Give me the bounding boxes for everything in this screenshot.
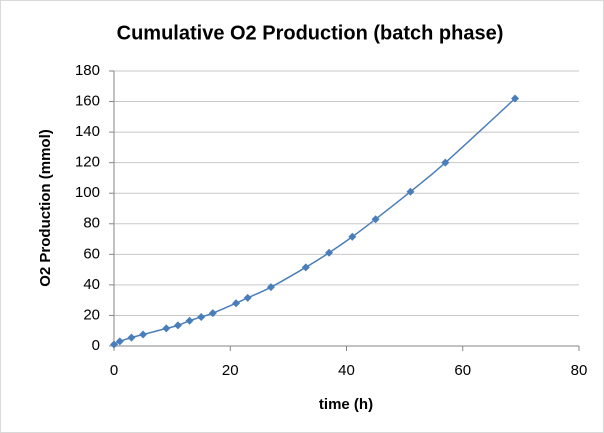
data-point bbox=[197, 312, 206, 321]
data-point bbox=[511, 94, 520, 103]
data-point bbox=[406, 187, 415, 196]
y-tick-label: 80 bbox=[83, 215, 100, 232]
data-point bbox=[127, 333, 136, 342]
data-point bbox=[325, 248, 334, 257]
x-tick-label: 20 bbox=[222, 362, 239, 379]
x-tick-label: 60 bbox=[454, 362, 471, 379]
data-point bbox=[162, 324, 171, 333]
data-point bbox=[266, 283, 275, 292]
data-point bbox=[173, 321, 182, 330]
data-point bbox=[139, 330, 148, 339]
data-point bbox=[110, 340, 118, 349]
data-point bbox=[301, 263, 310, 272]
data-point bbox=[115, 337, 124, 346]
data-point bbox=[243, 293, 252, 302]
y-tick-label: 60 bbox=[83, 245, 100, 262]
y-tick-label: 0 bbox=[92, 337, 100, 354]
y-axis-label: O2 Production (mmol) bbox=[37, 129, 54, 287]
x-axis-label: time (h) bbox=[319, 396, 373, 413]
data-point bbox=[348, 232, 357, 241]
chart-title: Cumulative O2 Production (batch phase) bbox=[117, 22, 504, 44]
y-tick-label: 40 bbox=[83, 276, 100, 293]
y-tick-label: 180 bbox=[75, 62, 100, 79]
y-tick-label: 140 bbox=[75, 123, 100, 140]
data-point bbox=[371, 215, 380, 224]
data-point bbox=[232, 299, 241, 308]
y-tick-label: 160 bbox=[75, 93, 100, 110]
data-point bbox=[208, 309, 217, 318]
x-tick-label: 0 bbox=[110, 362, 118, 379]
x-tick-label: 40 bbox=[338, 362, 355, 379]
x-tick-label: 80 bbox=[571, 362, 588, 379]
data-point bbox=[185, 316, 194, 325]
y-tick-label: 100 bbox=[75, 184, 100, 201]
y-tick-label: 20 bbox=[83, 306, 100, 323]
y-tick-label: 120 bbox=[75, 154, 100, 171]
data-point bbox=[441, 158, 450, 167]
